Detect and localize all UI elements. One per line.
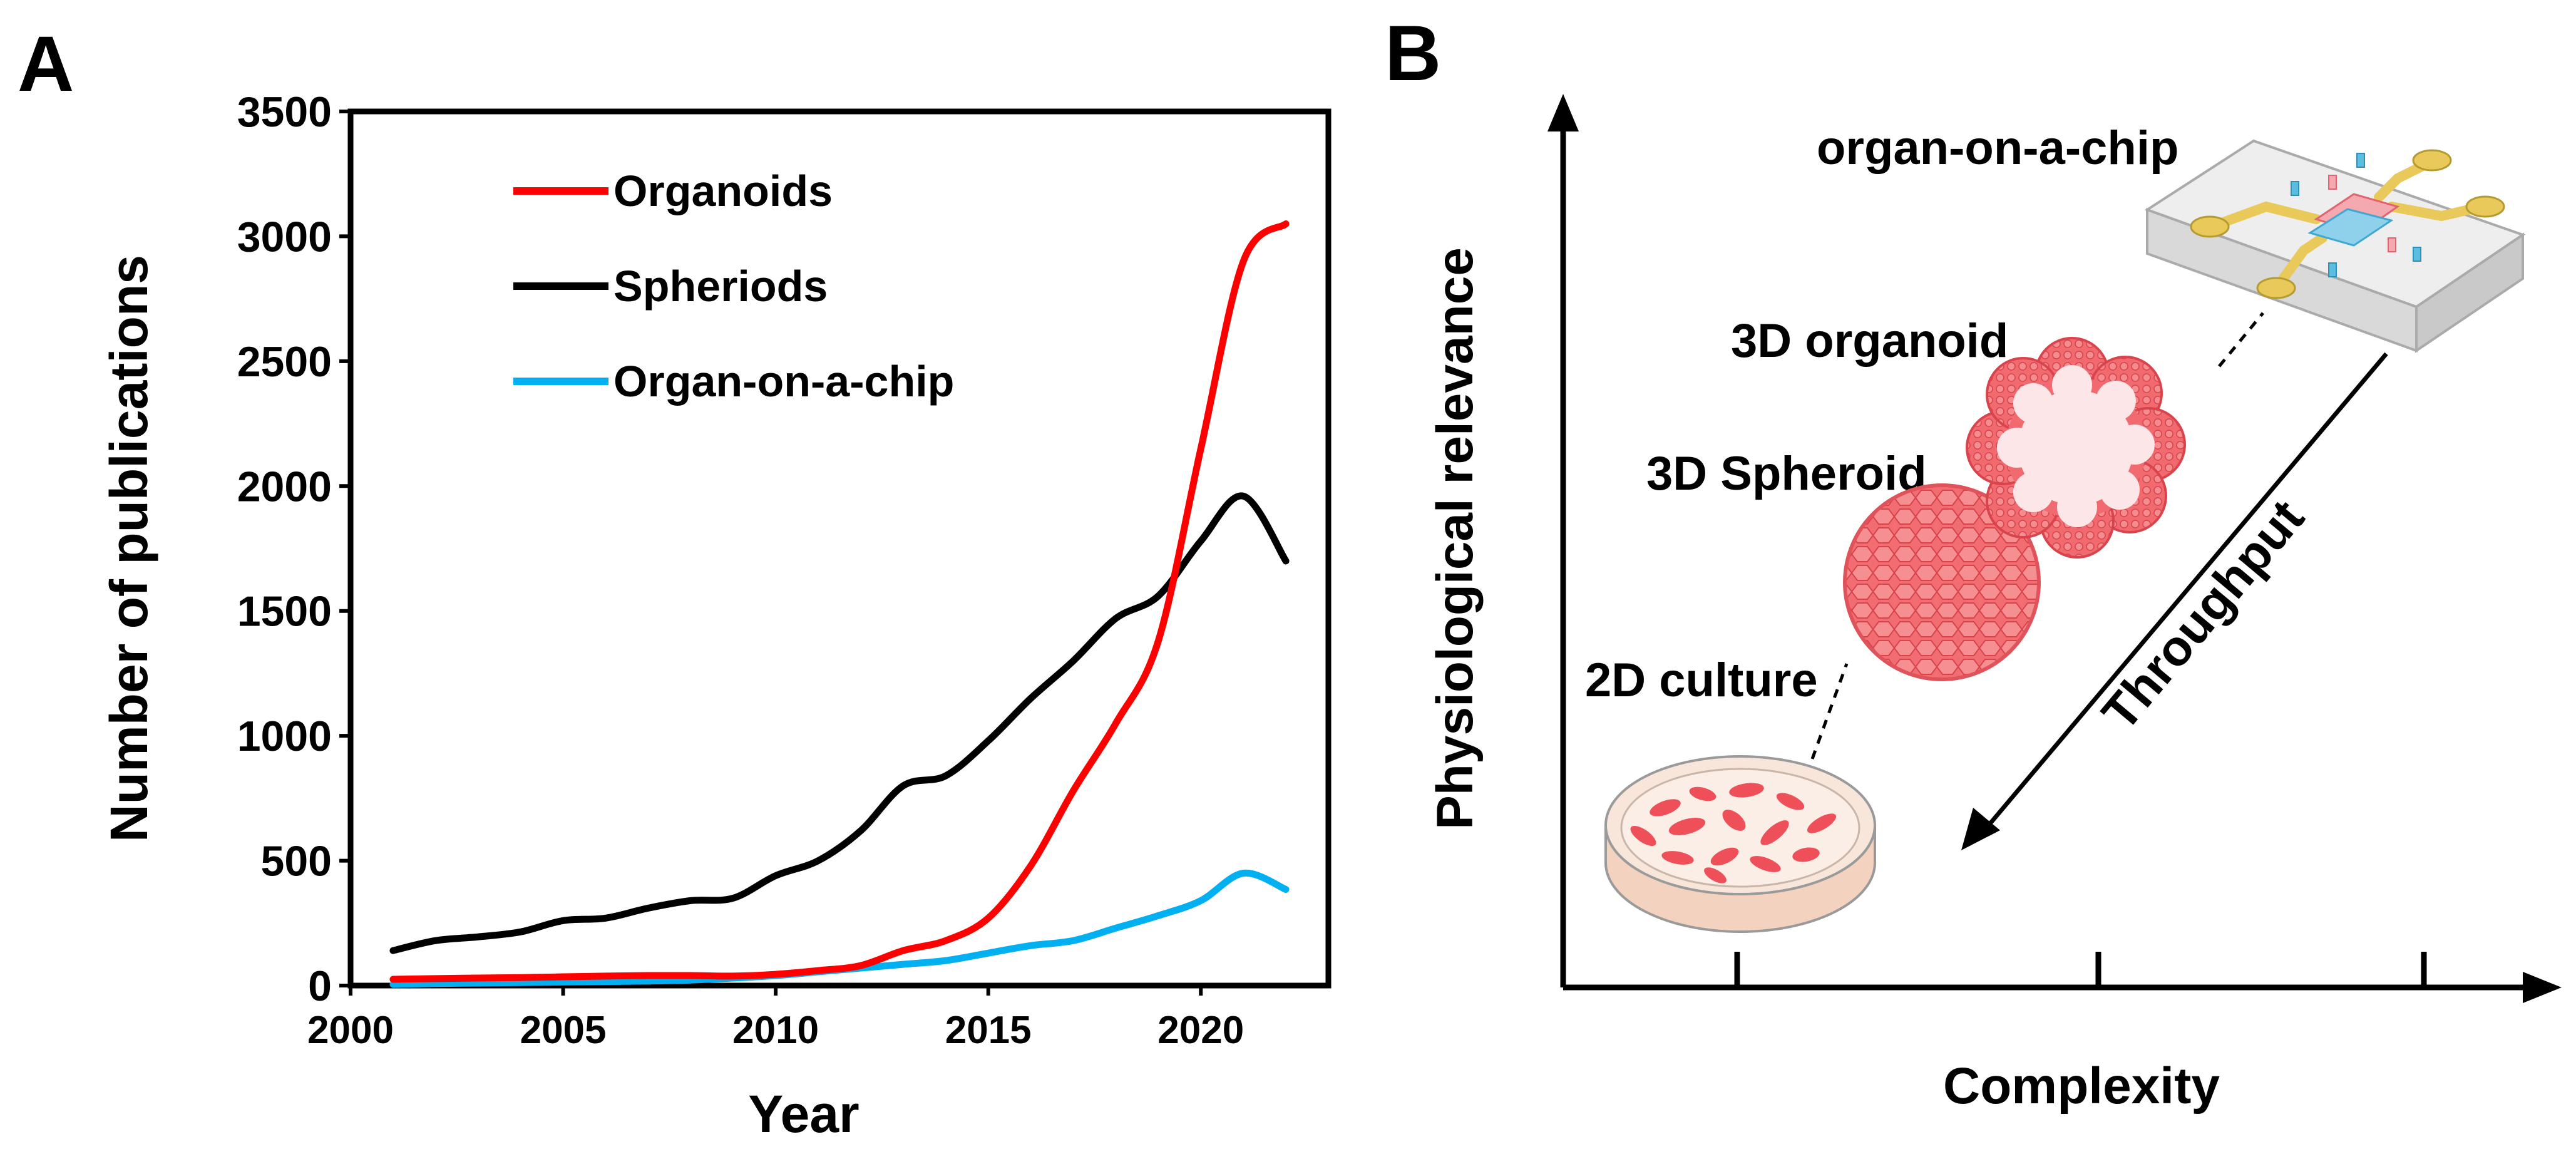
x-axis-label: Year — [748, 1084, 860, 1143]
diagram-axes — [1547, 94, 2562, 1003]
legend-label-spheriods: Spheriods — [613, 262, 828, 311]
x-tick-label: 2020 — [1157, 1009, 1244, 1052]
throughput-arrow — [1961, 352, 2388, 850]
y-ticks: 0 500 1000 1500 2000 2500 3000 3500 — [237, 88, 351, 1010]
y-tick-label: 3000 — [237, 213, 332, 260]
chart-a: 0 500 1000 1500 2000 2500 3000 3500 2000 2005 201… — [100, 88, 1332, 1143]
y-axis-label: Number of publications — [100, 255, 158, 842]
y-tick-label: 3500 — [237, 88, 332, 136]
y-tick-label: 2000 — [237, 463, 332, 510]
petri-dish-icon — [1604, 755, 1876, 933]
series-line-organoids — [389, 220, 1290, 983]
legend-label-organoids: Organoids — [613, 167, 833, 215]
x-tick-label: 2000 — [307, 1009, 394, 1052]
physiological-relevance-label: Physiological relevance — [1427, 247, 1484, 830]
x-tick-label: 2010 — [732, 1009, 819, 1052]
spheroid-icon — [1843, 483, 2041, 681]
panel-a-label: A — [18, 21, 74, 108]
y-tick-label: 1000 — [237, 713, 332, 760]
x-tick-label: 2015 — [945, 1009, 1032, 1052]
stage-label-3d-organoid: 3D organoid — [1731, 314, 2008, 368]
complexity-label: Complexity — [1943, 1058, 2220, 1115]
panel-b-label: B — [1385, 10, 1441, 97]
y-tick-label: 500 — [261, 838, 332, 885]
plot-frame — [347, 108, 1332, 989]
x-tick-label: 2005 — [520, 1009, 607, 1052]
y-tick-label: 0 — [308, 962, 332, 1010]
y-tick-label: 2500 — [237, 338, 332, 386]
legend-label-organ-on-a-chip: Organ-on-a-chip — [613, 357, 954, 406]
stage-label-organ-on-a-chip: organ-on-a-chip — [1817, 121, 2178, 175]
x-ticks: 2000 2005 2010 2015 2020 — [307, 986, 1244, 1052]
series-layer — [389, 220, 1290, 988]
stage-label-3d-spheroid: 3D Spheroid — [1646, 447, 1927, 500]
stage-label-2d-culture: 2D culture — [1585, 654, 1818, 707]
legend: Organoids Spheriods Organ-on-a-chip — [513, 167, 954, 406]
series-line-spheriods — [389, 492, 1290, 954]
y-tick-label: 1500 — [237, 588, 332, 636]
organoid-icon — [1966, 337, 2186, 559]
chip-icon — [2144, 139, 2526, 353]
